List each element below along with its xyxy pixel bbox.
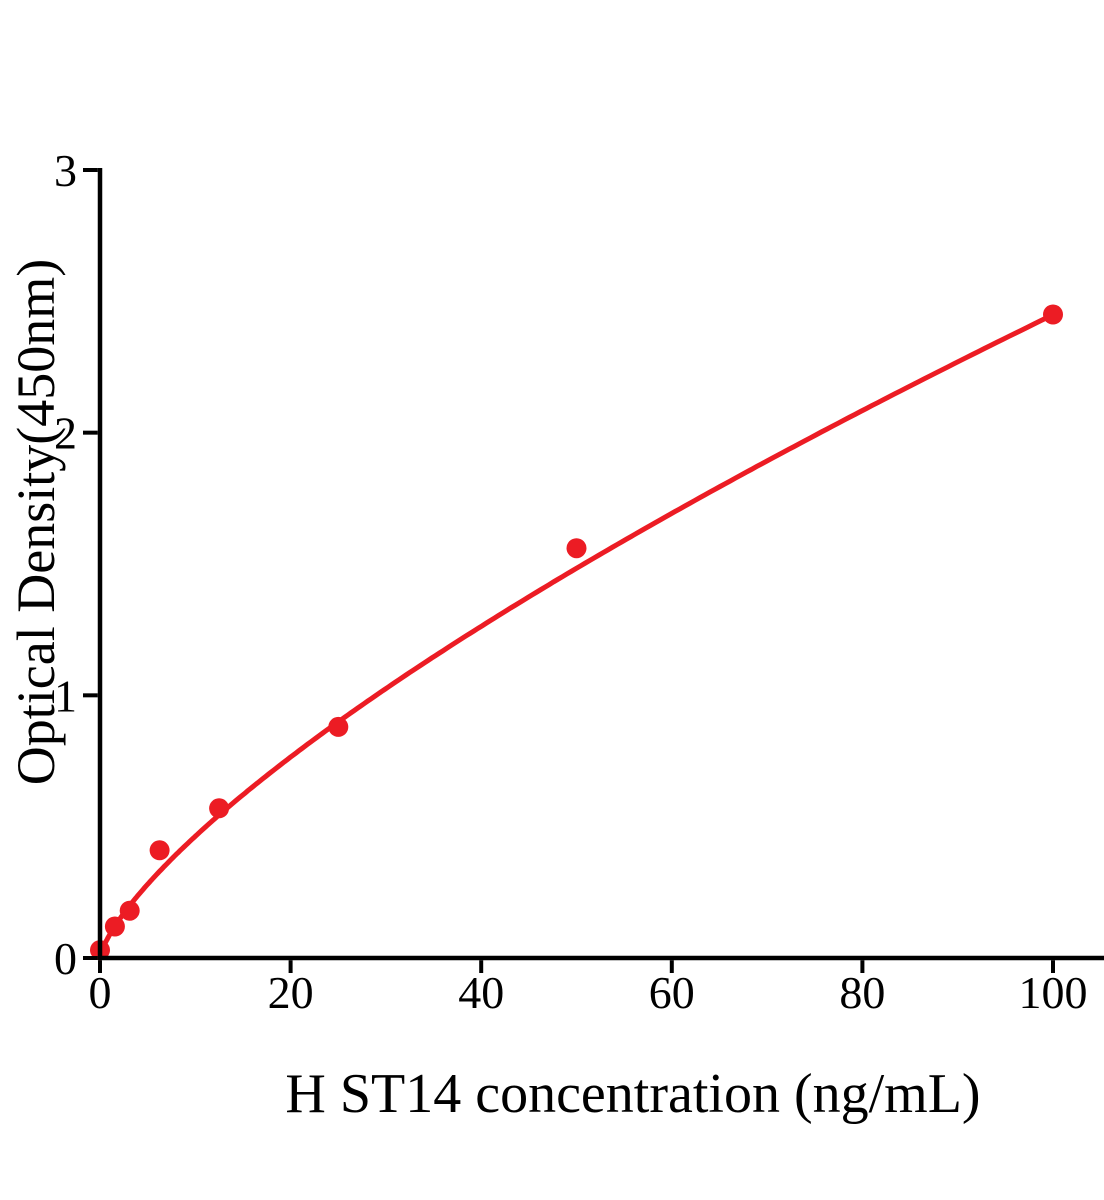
x-tick-label: 60 (649, 967, 695, 1018)
x-tick-label: 20 (268, 967, 314, 1018)
x-tick-label: 100 (1019, 967, 1088, 1018)
data-point (328, 716, 349, 737)
x-axis-title: H ST14 concentration (ng/mL) (285, 1063, 981, 1125)
y-tick-label: 1 (54, 670, 77, 721)
data-point (1043, 304, 1063, 325)
data-point (209, 798, 230, 819)
y-tick-label: 2 (54, 408, 77, 459)
x-tick-label: 40 (458, 967, 504, 1018)
x-tick-label: 80 (839, 967, 885, 1018)
data-point (119, 900, 140, 921)
data-point (566, 538, 587, 559)
y-tick-label: 3 (54, 145, 77, 196)
axes-line (97, 168, 1104, 961)
y-tick-label: 0 (54, 933, 77, 984)
data-point (149, 840, 170, 861)
data-point (104, 916, 125, 937)
y-axis-title: Optical Density(450nm) (6, 258, 66, 786)
x-tick-label: 0 (89, 967, 112, 1018)
fit-curve (97, 312, 1056, 961)
